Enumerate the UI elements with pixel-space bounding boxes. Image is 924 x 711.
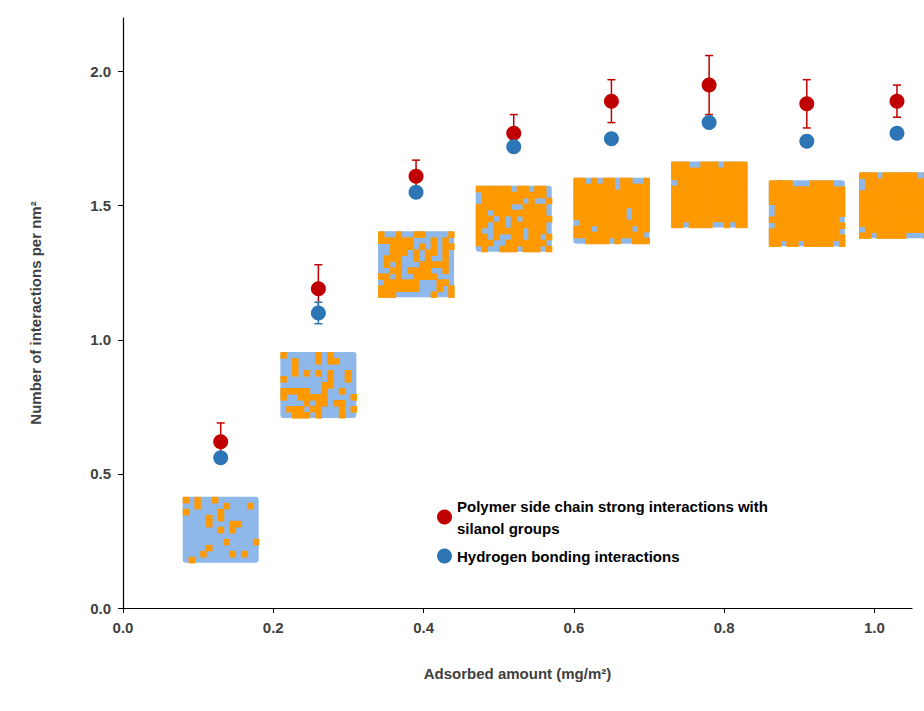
- svg-text:Hydrogen bonding interactions: Hydrogen bonding interactions: [457, 548, 680, 565]
- svg-text:0.5: 0.5: [90, 465, 111, 482]
- svg-text:0.2: 0.2: [263, 619, 284, 636]
- svg-text:silanol groups: silanol groups: [457, 520, 560, 537]
- svg-text:0.6: 0.6: [563, 619, 584, 636]
- svg-text:1.0: 1.0: [90, 331, 111, 348]
- svg-text:0.8: 0.8: [714, 619, 735, 636]
- svg-text:1.0: 1.0: [864, 619, 885, 636]
- svg-text:0.0: 0.0: [113, 619, 134, 636]
- svg-text:2.0: 2.0: [90, 63, 111, 80]
- svg-text:Polymer side chain strong inte: Polymer side chain strong interactions w…: [457, 498, 768, 515]
- svg-text:0.0: 0.0: [90, 600, 111, 617]
- svg-text:1.5: 1.5: [90, 197, 111, 214]
- svg-text:0.4: 0.4: [413, 619, 435, 636]
- svg-text:Adsorbed amount (mg/m²): Adsorbed amount (mg/m²): [424, 665, 612, 682]
- svg-text:Number of interactions per nm²: Number of interactions per nm²: [27, 201, 44, 424]
